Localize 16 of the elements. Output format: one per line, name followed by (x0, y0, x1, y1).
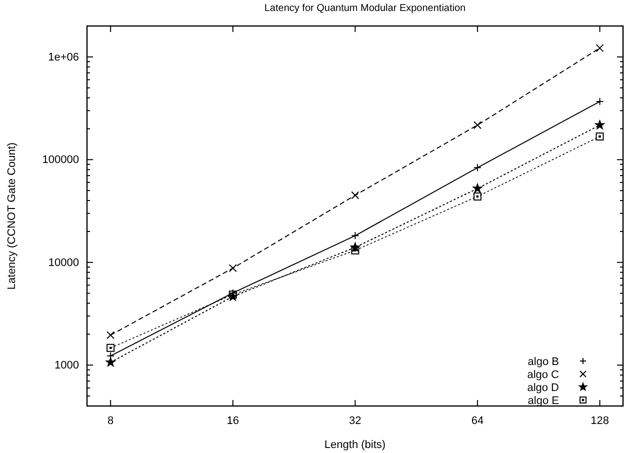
x-tick-label: 32 (349, 414, 362, 427)
x-tick-label: 16 (226, 414, 239, 427)
x-tick-label: 64 (471, 414, 484, 427)
x-axis-title: Length (bits) (324, 439, 386, 451)
y-tick-label: 10000 (48, 256, 79, 269)
chart-title: Latency for Quantum Modular Exponentiation (264, 3, 466, 14)
legend-label: algo B (528, 356, 559, 368)
legend-label: algo C (527, 369, 560, 381)
y-axis-title: Latency (CCNOT Gate Count) (6, 142, 18, 290)
x-tick-label: 8 (108, 414, 114, 427)
x-tick-label: 128 (590, 414, 609, 427)
y-tick-label: 1000 (54, 360, 79, 372)
y-tick-label: 100000 (42, 154, 79, 166)
y-tick-label: 1e+06 (48, 51, 79, 64)
legend-label: algo E (528, 395, 559, 407)
legend-label: algo D (527, 382, 560, 394)
